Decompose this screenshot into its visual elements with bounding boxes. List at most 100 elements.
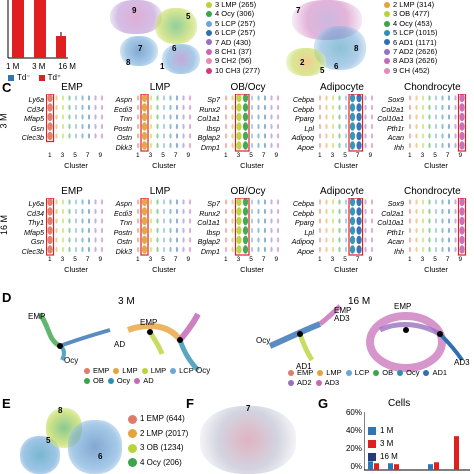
violin-shape — [447, 142, 451, 149]
violin-shape — [182, 208, 185, 215]
gene-label: Pparg — [294, 218, 314, 227]
violin-shape — [149, 208, 153, 215]
violin-shape — [325, 227, 328, 234]
violin-shape — [169, 123, 172, 130]
panel-c-violin-plot — [46, 198, 104, 256]
violin-shape — [188, 142, 192, 149]
umap-b2-cluster-5: 5 — [320, 66, 325, 75]
violin-shape — [81, 133, 84, 139]
gene-label: Ostn — [116, 237, 132, 246]
violin-shape — [454, 133, 457, 139]
panel-c-gene-list: Ly6a Cd34 Mfap5 Gsn Clec3b — [6, 95, 44, 143]
violin-shape — [156, 237, 159, 243]
gene-label: Acan — [387, 133, 404, 142]
violin-shape — [344, 133, 348, 139]
violin-shape — [250, 95, 254, 101]
panel-d-title-3m: 3 M — [118, 296, 135, 307]
violin-shape — [236, 141, 242, 150]
panel-d-label: EMP — [334, 306, 352, 315]
violin-shape — [356, 112, 362, 122]
violin-shape — [331, 246, 335, 253]
violin-shape — [318, 142, 322, 149]
umap-b1-cluster-1: 1 — [160, 62, 165, 71]
panel-c-xticks: 1 3 5 7 9 — [318, 152, 376, 159]
gene-label: Cd34 — [26, 208, 44, 218]
umap-b1-cluster-7: 7 — [138, 44, 143, 53]
gene-label: Aspn — [115, 95, 132, 104]
violin-shape — [276, 237, 280, 243]
violin-shape — [318, 104, 322, 111]
panel-d-label: EMP — [140, 318, 158, 327]
violin-shape — [61, 227, 65, 234]
violin-shape — [87, 246, 91, 253]
violin-shape — [87, 123, 91, 130]
violin-shape — [331, 208, 335, 215]
violin-shape — [136, 114, 140, 120]
violin-shape — [156, 142, 159, 149]
violin-shape — [428, 114, 431, 120]
violin-shape — [81, 114, 84, 120]
gene-label: Apoe — [297, 142, 314, 152]
violin-shape — [428, 227, 431, 234]
violin-shape — [454, 114, 457, 120]
panel-d-legend-item: AD1 — [423, 368, 447, 377]
violin-shape — [100, 208, 104, 215]
violin-shape — [188, 95, 192, 101]
violin-shape — [263, 218, 267, 224]
violin-shape — [364, 123, 367, 130]
violin-shape — [428, 123, 431, 130]
violin-shape — [68, 123, 71, 130]
violin-shape — [156, 246, 159, 253]
gene-label: Clec3b — [21, 133, 44, 142]
violin-shape — [331, 133, 335, 139]
violin-shape — [136, 208, 140, 215]
violin-shape — [349, 245, 356, 254]
violin-shape — [257, 246, 260, 253]
bar-a-cat-2: 3 M — [32, 62, 46, 71]
violin-shape — [318, 246, 322, 253]
violin-shape — [231, 114, 234, 120]
violin-shape — [188, 227, 192, 234]
gene-label: Postn — [113, 227, 132, 237]
violin-shape — [94, 218, 97, 224]
violin-shape — [224, 246, 228, 253]
violin-shape — [370, 246, 374, 253]
umap-b2-cluster-6: 6 — [334, 62, 339, 71]
violin-shape — [344, 114, 348, 120]
violin-shape — [156, 208, 159, 215]
violin-shape — [325, 142, 328, 149]
violin-shape — [263, 142, 267, 149]
violin-shape — [408, 246, 412, 253]
violin-shape — [356, 94, 362, 103]
panel-d-legend-item: EMP — [288, 368, 313, 377]
umap-b1: 9 5 6 7 8 1 — [100, 0, 210, 78]
violin-shape — [74, 208, 78, 215]
violin-shape — [94, 133, 97, 139]
violin-shape — [55, 104, 58, 111]
violin-shape — [94, 104, 97, 111]
violin-shape — [156, 123, 159, 130]
violin-shape — [325, 199, 328, 205]
violin-shape — [242, 131, 249, 141]
violin-shape — [81, 208, 84, 215]
panel-d-legend-item: OB — [373, 368, 393, 377]
umap-b1-legend-item: 7 AD (430) — [215, 37, 251, 47]
violin-shape — [459, 141, 465, 150]
violin-shape — [364, 199, 367, 205]
panel-d-legend-right: EMP LMP LCP OB Ocy AD1 AD2 AD3 — [288, 368, 472, 387]
violin-shape — [428, 208, 431, 215]
violin-shape — [231, 246, 234, 253]
gene-label: Cebpa — [292, 95, 314, 104]
violin-shape — [87, 227, 91, 234]
violin-shape — [250, 104, 254, 111]
violin-shape — [74, 95, 78, 101]
gene-label: Postn — [113, 123, 132, 133]
violin-shape — [454, 218, 457, 224]
violin-shape — [276, 227, 280, 234]
violin-shape — [182, 123, 185, 130]
violin-shape — [276, 114, 280, 120]
violin-shape — [141, 226, 148, 235]
violin-shape — [276, 199, 280, 205]
panel-g-legend-item: 3 M — [368, 437, 398, 450]
umap-e-cluster-5: 5 — [46, 436, 51, 445]
